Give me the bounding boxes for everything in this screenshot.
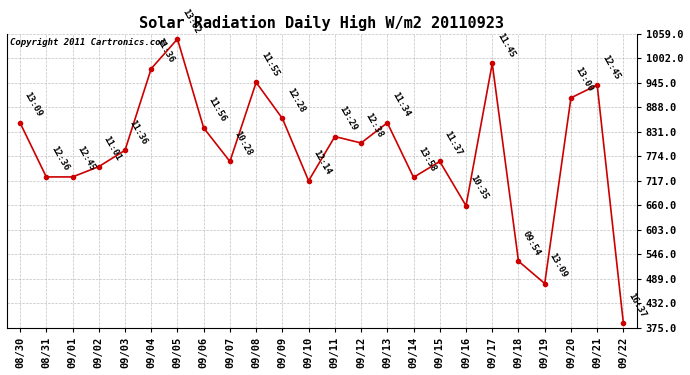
Text: 11:45: 11:45 [495, 32, 516, 59]
Text: 11:36: 11:36 [128, 118, 149, 146]
Text: Copyright 2011 Cartronics.com: Copyright 2011 Cartronics.com [10, 38, 166, 47]
Text: 13:29: 13:29 [337, 105, 359, 132]
Text: 13:58: 13:58 [416, 146, 437, 173]
Text: 12:45: 12:45 [600, 53, 621, 81]
Text: 12:36: 12:36 [49, 145, 70, 173]
Text: 11:55: 11:55 [259, 51, 280, 78]
Text: 11:56: 11:56 [206, 96, 228, 124]
Text: 10:35: 10:35 [469, 174, 490, 201]
Text: 11:36: 11:36 [154, 37, 175, 64]
Text: 13:00: 13:00 [573, 66, 595, 94]
Text: 11:34: 11:34 [390, 91, 411, 118]
Text: 11:37: 11:37 [442, 129, 464, 157]
Text: 16:37: 16:37 [627, 291, 647, 320]
Text: 10:28: 10:28 [233, 129, 254, 157]
Text: 12:45: 12:45 [75, 145, 97, 173]
Title: Solar Radiation Daily High W/m2 20110923: Solar Radiation Daily High W/m2 20110923 [139, 15, 504, 31]
Text: 12:38: 12:38 [364, 111, 385, 139]
Text: 12:14: 12:14 [311, 149, 333, 177]
Text: 11:01: 11:01 [101, 135, 123, 162]
Text: 13:02: 13:02 [180, 7, 201, 35]
Text: 12:28: 12:28 [285, 87, 306, 114]
Text: 13:09: 13:09 [547, 252, 569, 279]
Text: 13:09: 13:09 [23, 91, 44, 118]
Text: 09:54: 09:54 [521, 229, 542, 257]
